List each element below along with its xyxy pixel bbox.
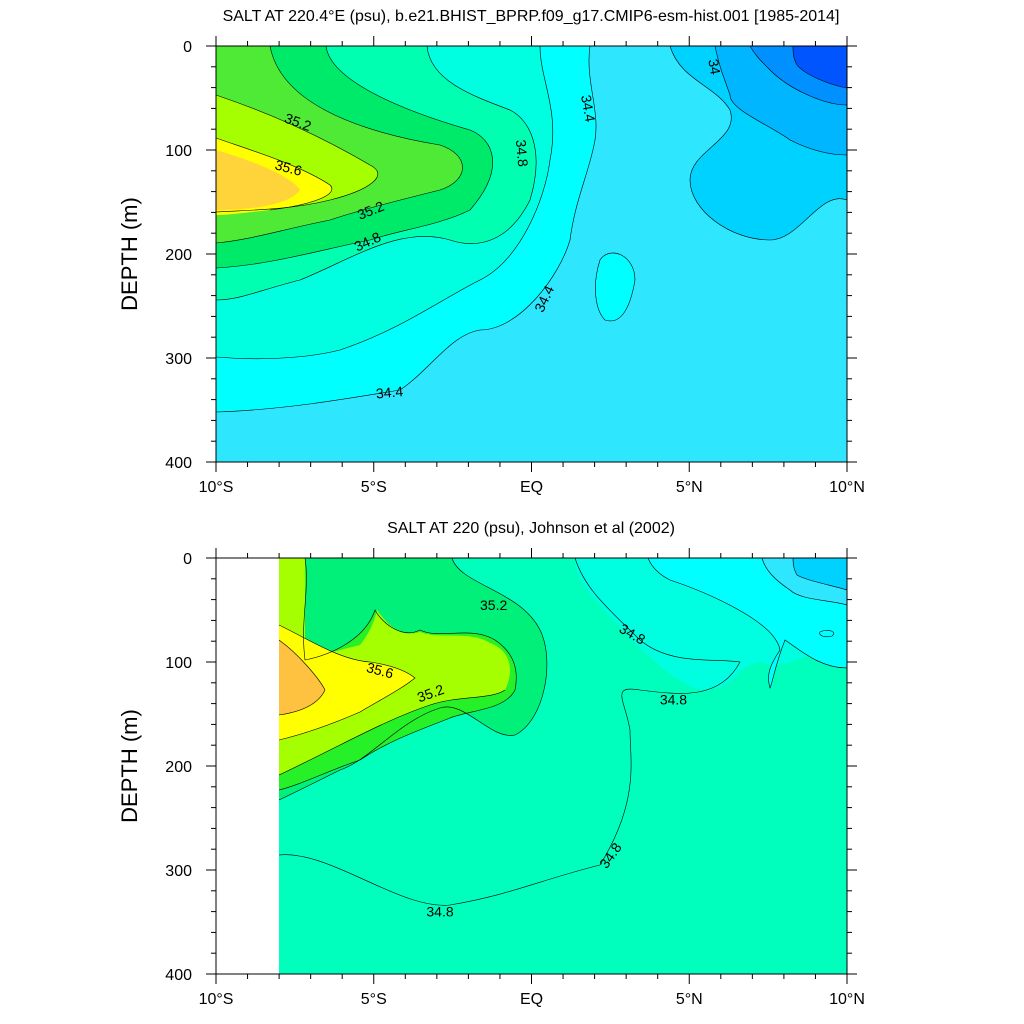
x-tick-label: 10°S	[199, 991, 234, 1008]
y-tick-label: 300	[165, 351, 192, 368]
y-tick-label: 0	[183, 39, 192, 56]
y-tick-label: 400	[165, 967, 192, 984]
y-tick-label: 200	[165, 759, 192, 776]
p1-band-35.8	[216, 150, 300, 210]
x-tick-label: 10°N	[829, 479, 865, 496]
contour-label: 35.2	[480, 597, 507, 613]
panel1-ylabel: DEPTH (m)	[117, 197, 142, 311]
y-tick-label: 400	[165, 455, 192, 472]
panel2-x-tick-labels: 10°S 5°S EQ 5°N 10°N	[199, 991, 865, 1008]
x-tick-label: 5°N	[676, 479, 703, 496]
panel1-isolines	[215, 45, 848, 413]
contour-label: 34.8	[660, 691, 687, 707]
y-tick-label: 200	[165, 247, 192, 264]
y-tick-label: 300	[165, 863, 192, 880]
x-tick-label: EQ	[520, 991, 543, 1008]
p2-band-35.6	[279, 625, 415, 740]
panel1-y-tick-labels: 0 100 200 300 400	[165, 39, 192, 472]
panel1-x-tick-labels: 10°S 5°S EQ 5°N 10°N	[199, 479, 865, 496]
panel2-title: SALT AT 220 (psu), Johnson et al (2002)	[387, 520, 675, 537]
contour-label: 34	[705, 58, 723, 76]
contour-label: 34.8	[426, 904, 453, 920]
x-tick-label: EQ	[520, 479, 543, 496]
y-tick-label: 100	[165, 655, 192, 672]
x-tick-label: 10°S	[199, 479, 234, 496]
p2-band-34.0	[793, 558, 847, 590]
panel2-ticks	[206, 548, 857, 984]
panel-model: SALT AT 220.4°E (psu), b.e21.BHIST_BPRP.…	[117, 8, 865, 496]
panel1-ticks	[206, 36, 857, 472]
contour-label: 34.4	[375, 383, 404, 401]
panel1-title: SALT AT 220.4°E (psu), b.e21.BHIST_BPRP.…	[223, 8, 840, 25]
x-tick-label: 5°S	[361, 479, 387, 496]
panel2-filled-contours	[279, 558, 847, 974]
contour-label: 34.8	[513, 139, 531, 168]
p1-band-33.4	[793, 46, 847, 88]
y-tick-label: 100	[165, 143, 192, 160]
panel2-y-tick-labels: 0 100 200 300 400	[165, 551, 192, 984]
x-tick-label: 10°N	[829, 991, 865, 1008]
contour-label: 35.6	[365, 659, 396, 682]
panel2-ylabel: DEPTH (m)	[117, 709, 142, 823]
panel1-filled-contours	[216, 46, 847, 462]
y-tick-label: 0	[183, 551, 192, 568]
p1-eddy	[595, 252, 635, 321]
x-tick-label: 5°S	[361, 991, 387, 1008]
contour-label: 35.6	[273, 156, 304, 179]
panel2-isolines	[278, 557, 848, 906]
x-tick-label: 5°N	[676, 991, 703, 1008]
p2-band-35.8	[279, 640, 325, 715]
contour-label: 34.4	[578, 94, 599, 124]
panel-observations: SALT AT 220 (psu), Johnson et al (2002)	[117, 520, 865, 1008]
